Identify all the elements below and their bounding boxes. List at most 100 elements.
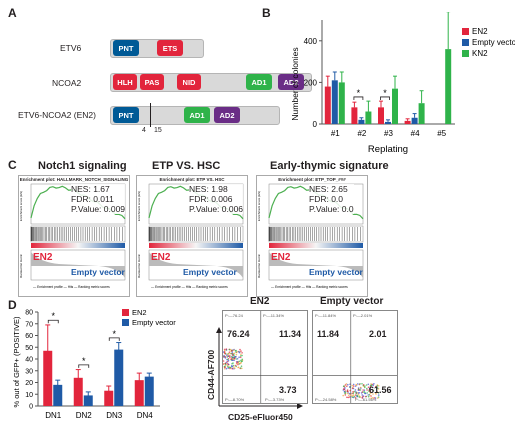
event-dot xyxy=(346,396,348,399)
event-dot xyxy=(361,391,364,393)
event-dot xyxy=(240,350,242,352)
event-dot xyxy=(343,388,346,391)
significance-star: * xyxy=(383,88,387,98)
gsea-stat-fdr: FDR: 0.0 xyxy=(309,194,344,204)
event-dot xyxy=(355,383,357,386)
event-dot xyxy=(225,367,228,370)
event-dot xyxy=(227,353,229,355)
gsea-stats: NES: 1.98 FDR: 0.006 P.Value: 0.006 xyxy=(189,184,244,214)
bar xyxy=(144,376,154,406)
event-dot xyxy=(365,384,368,386)
bar xyxy=(53,384,63,406)
quadrant-q_ul: 76.24 xyxy=(227,329,250,339)
colony-chart-ylabel: Number of colonies xyxy=(290,47,300,120)
event-dot xyxy=(358,396,361,398)
bar xyxy=(358,119,365,124)
event-dot xyxy=(369,392,372,394)
legend-swatch xyxy=(462,50,469,57)
metric-area xyxy=(149,252,243,278)
event-dot xyxy=(235,351,238,354)
event-dot xyxy=(352,383,355,386)
gsea-label-empty: Empty vector xyxy=(309,267,363,277)
event-dot xyxy=(377,397,379,399)
event-dot xyxy=(367,383,370,386)
bar xyxy=(83,395,93,406)
event-dot xyxy=(347,392,349,395)
event-dot xyxy=(232,362,234,364)
legend-label: KN2 xyxy=(472,49,488,58)
event-dot xyxy=(370,383,372,385)
event-dot xyxy=(358,388,360,391)
event-dot xyxy=(224,364,227,366)
gsea-stat-p: P.Value: 0.009 xyxy=(71,204,126,214)
event-dot xyxy=(350,395,352,397)
x-tick-label: DN2 xyxy=(76,411,93,420)
hits-frame xyxy=(268,225,364,243)
gsea-plot: Enrichment plot: HALLMARK_NOTCH_SIGNALIN… xyxy=(18,175,130,297)
event-dot xyxy=(362,389,364,391)
event-dot xyxy=(374,397,377,399)
ad2-domain: AD2 xyxy=(278,74,304,90)
event-dot xyxy=(348,392,351,395)
event-dot xyxy=(354,397,357,399)
event-dot xyxy=(344,394,347,396)
event-dot xyxy=(225,354,228,356)
x-tick-label: #4 xyxy=(411,129,420,138)
hits-frame xyxy=(148,225,244,243)
bar xyxy=(73,377,83,406)
nid-domain: NID xyxy=(177,74,201,90)
event-dot xyxy=(342,385,345,387)
gsea-title: Early-thymic signature xyxy=(270,160,389,172)
x-tick-label: DN4 xyxy=(137,411,154,420)
event-dot xyxy=(377,392,380,394)
event-dot xyxy=(228,354,231,357)
event-dot xyxy=(347,383,349,386)
event-dot xyxy=(361,394,363,396)
event-dot xyxy=(364,395,367,398)
colony-chart-bars: * * xyxy=(324,12,452,125)
significance-star: * xyxy=(51,311,55,321)
bar xyxy=(134,380,144,406)
event-dot xyxy=(229,356,231,359)
flow-xlabel: CD25-eFluor450 xyxy=(228,412,293,422)
flow-title: EN2 xyxy=(250,296,270,307)
gsea-legend: — Enrichment profile — Hits — Ranking me… xyxy=(151,285,228,289)
event-dot xyxy=(377,394,380,396)
event-dot xyxy=(362,395,364,398)
event-dot xyxy=(366,389,368,391)
gsea-stat-fdr: FDR: 0.006 xyxy=(189,194,233,204)
event-dot xyxy=(236,362,238,364)
event-dot xyxy=(368,387,371,389)
gsea-stats: NES: 1.67 FDR: 0.011 P.Value: 0.009 xyxy=(71,184,126,214)
event-dot xyxy=(353,390,356,393)
panel-label-c: C xyxy=(8,158,17,172)
event-dot xyxy=(225,348,228,350)
legend-swatch xyxy=(122,309,129,316)
event-dot xyxy=(235,353,238,356)
event-dot xyxy=(233,352,236,355)
significance-bracket xyxy=(353,96,364,100)
colony-chart-xlabel: Replating xyxy=(368,144,408,155)
event-dot xyxy=(224,356,227,358)
event-dot xyxy=(351,387,354,390)
event-dot xyxy=(239,356,242,359)
x-tick-label: #2 xyxy=(357,129,366,138)
event-dot xyxy=(375,385,377,388)
x-tick-label: DN1 xyxy=(45,411,62,420)
event-dot xyxy=(344,387,346,389)
flow-title: Empty vector xyxy=(320,296,384,307)
event-dot xyxy=(370,397,372,399)
gsea-label-en2: EN2 xyxy=(271,252,291,263)
event-dot xyxy=(238,351,241,354)
event-dot xyxy=(343,391,346,393)
event-dot xyxy=(372,389,375,392)
event-dot xyxy=(357,383,359,385)
gsea-svg: Enrichment score (ES) Ranked list metric —… xyxy=(19,183,126,289)
event-dot xyxy=(230,348,232,351)
event-dot xyxy=(342,394,344,397)
event-dot xyxy=(347,396,350,399)
event-dot xyxy=(374,392,377,394)
y-tick-label: 10 xyxy=(25,392,33,399)
significance-star: * xyxy=(357,88,361,98)
